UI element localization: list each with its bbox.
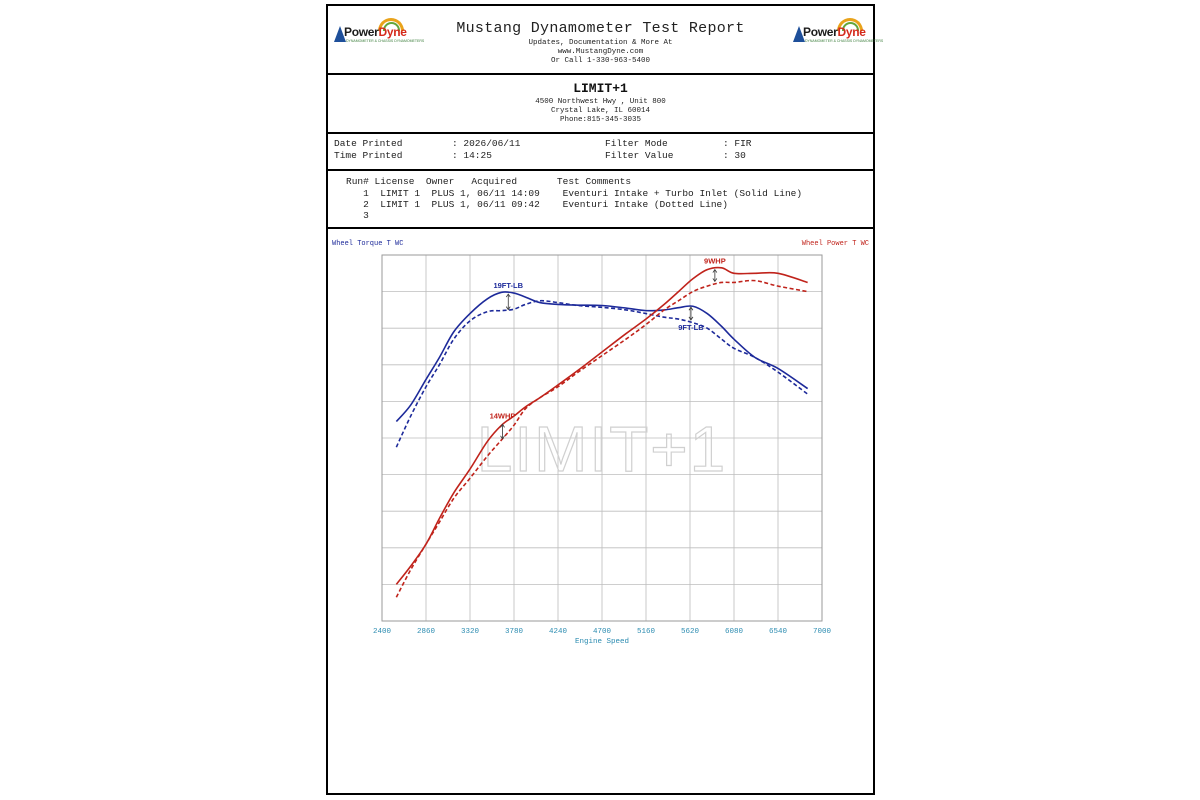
date-printed-label: Date Printed [334,138,403,149]
x-tick-label: 7000 [813,628,832,636]
delta-arrow-head-down [712,278,718,283]
x-tick-label: 2860 [417,628,436,636]
logo-word-2: Dyne [837,25,866,39]
shop-address-1: 4500 Northwest Hwy , Unit 800 [535,98,666,106]
filter-value-value: : 30 [723,150,746,161]
filter-mode-label: Filter Mode [605,138,668,149]
shop-block: LIMIT+1 4500 Northwest Hwy , Unit 800 Cr… [328,73,873,134]
run-row: 2 LIMIT 1 PLUS 1, 06/11 09:42 Eventuri I… [346,199,728,210]
date-printed-value: : 2026/06/11 [452,138,521,149]
dyno-chart: LIMIT+1 2400 2860 3320 3780 4240 4700 5160 5620 6… [373,254,832,646]
delta-label: 14WHP [490,411,516,420]
time-printed-label: Time Printed [334,150,403,161]
series-line-torque-run1 [395,291,809,423]
header-subline-1: Updates, Documentation & More At [528,39,673,47]
header-phone: Or Call 1-330-963-5400 [550,57,651,65]
delta-arrow-head-down [505,306,511,311]
report-title: Mustang Dynamometer Test Report [456,20,745,37]
logo-mountain-icon [793,26,805,42]
print-info: Date Printed : 2026/06/11 Time Printed :… [328,132,873,171]
logo-word-1: Power [803,25,838,39]
x-tick-label: 2400 [373,628,392,636]
right-axis-title: Wheel Power T WC [801,240,869,248]
watermark-text: LIMIT+1 [477,413,728,485]
logo-arc-icon [378,18,404,31]
delta-arrow-head-up [505,293,511,298]
filter-value-label: Filter Value [605,150,674,161]
x-tick-label: 3320 [461,628,480,636]
runs-header: Run# License Owner Acquired Test Comment… [346,176,632,187]
logo-tagline: DYNAMOMETER & CHASSIS DYNAMOMETERS [805,39,884,43]
header-website: www.MustangDyne.com [557,48,644,56]
x-tick-label: 3780 [505,628,524,636]
logo-word-1: Power [344,25,379,39]
filter-mode-value: : FIR [723,138,752,149]
x-tick-label: 5160 [637,628,656,636]
run-row: 3 [346,210,369,221]
series-line-power-run2 [395,279,808,598]
dyno-report: PowerDyne DYNAMOMETER & CHASSIS DYNAMOME… [326,4,883,795]
powerdyne-logo-left: PowerDyne DYNAMOMETER & CHASSIS DYNAMOME… [334,18,424,44]
logo-inner-arc-icon [842,22,859,31]
series-line-power-run1 [395,266,808,585]
x-tick-label: 4240 [549,628,568,636]
chart-section: Wheel Torque T WC Wheel Power T WC LIMIT… [328,227,873,793]
shop-address-2: Crystal Lake, IL 60014 [550,107,651,115]
plot-frame [381,254,823,622]
delta-label: 19FT-LB [493,281,523,290]
powerdyne-logo-right: PowerDyne DYNAMOMETER & CHASSIS DYNAMOME… [793,18,883,44]
delta-arrow-head-down [688,316,694,321]
logo-arc-icon [837,18,863,31]
logo-inner-arc-icon [383,22,400,31]
x-tick-label: 6080 [725,628,744,636]
delta-label: 9FT-LB [678,323,704,332]
report-header: PowerDyne DYNAMOMETER & CHASSIS DYNAMOME… [328,6,883,75]
shop-phone: Phone:815-345-3035 [559,116,641,124]
delta-arrow-head-down [500,435,505,440]
x-tick-label: 5620 [681,628,700,636]
delta-arrow-head-up [500,423,505,428]
delta-label: 9WHP [704,257,726,266]
shop-name: LIMIT+1 [573,81,628,96]
delta-arrow-head-up [688,306,694,311]
runs-table: Run# License Owner Acquired Test Comment… [328,169,873,229]
logo-mountain-icon [334,26,346,42]
time-printed-value: : 14:25 [452,150,492,161]
left-axis-title: Wheel Torque T WC [332,240,404,248]
delta-arrow-head-up [712,268,718,273]
x-tick-label: 4700 [593,628,612,636]
logo-tagline: DYNAMOMETER & CHASSIS DYNAMOMETERS [346,39,425,43]
x-axis-label: Engine Speed [575,638,629,646]
logo-word-2: Dyne [378,25,407,39]
x-tick-label: 6540 [769,628,788,636]
run-row: 1 LIMIT 1 PLUS 1, 06/11 14:09 Eventuri I… [346,188,803,199]
